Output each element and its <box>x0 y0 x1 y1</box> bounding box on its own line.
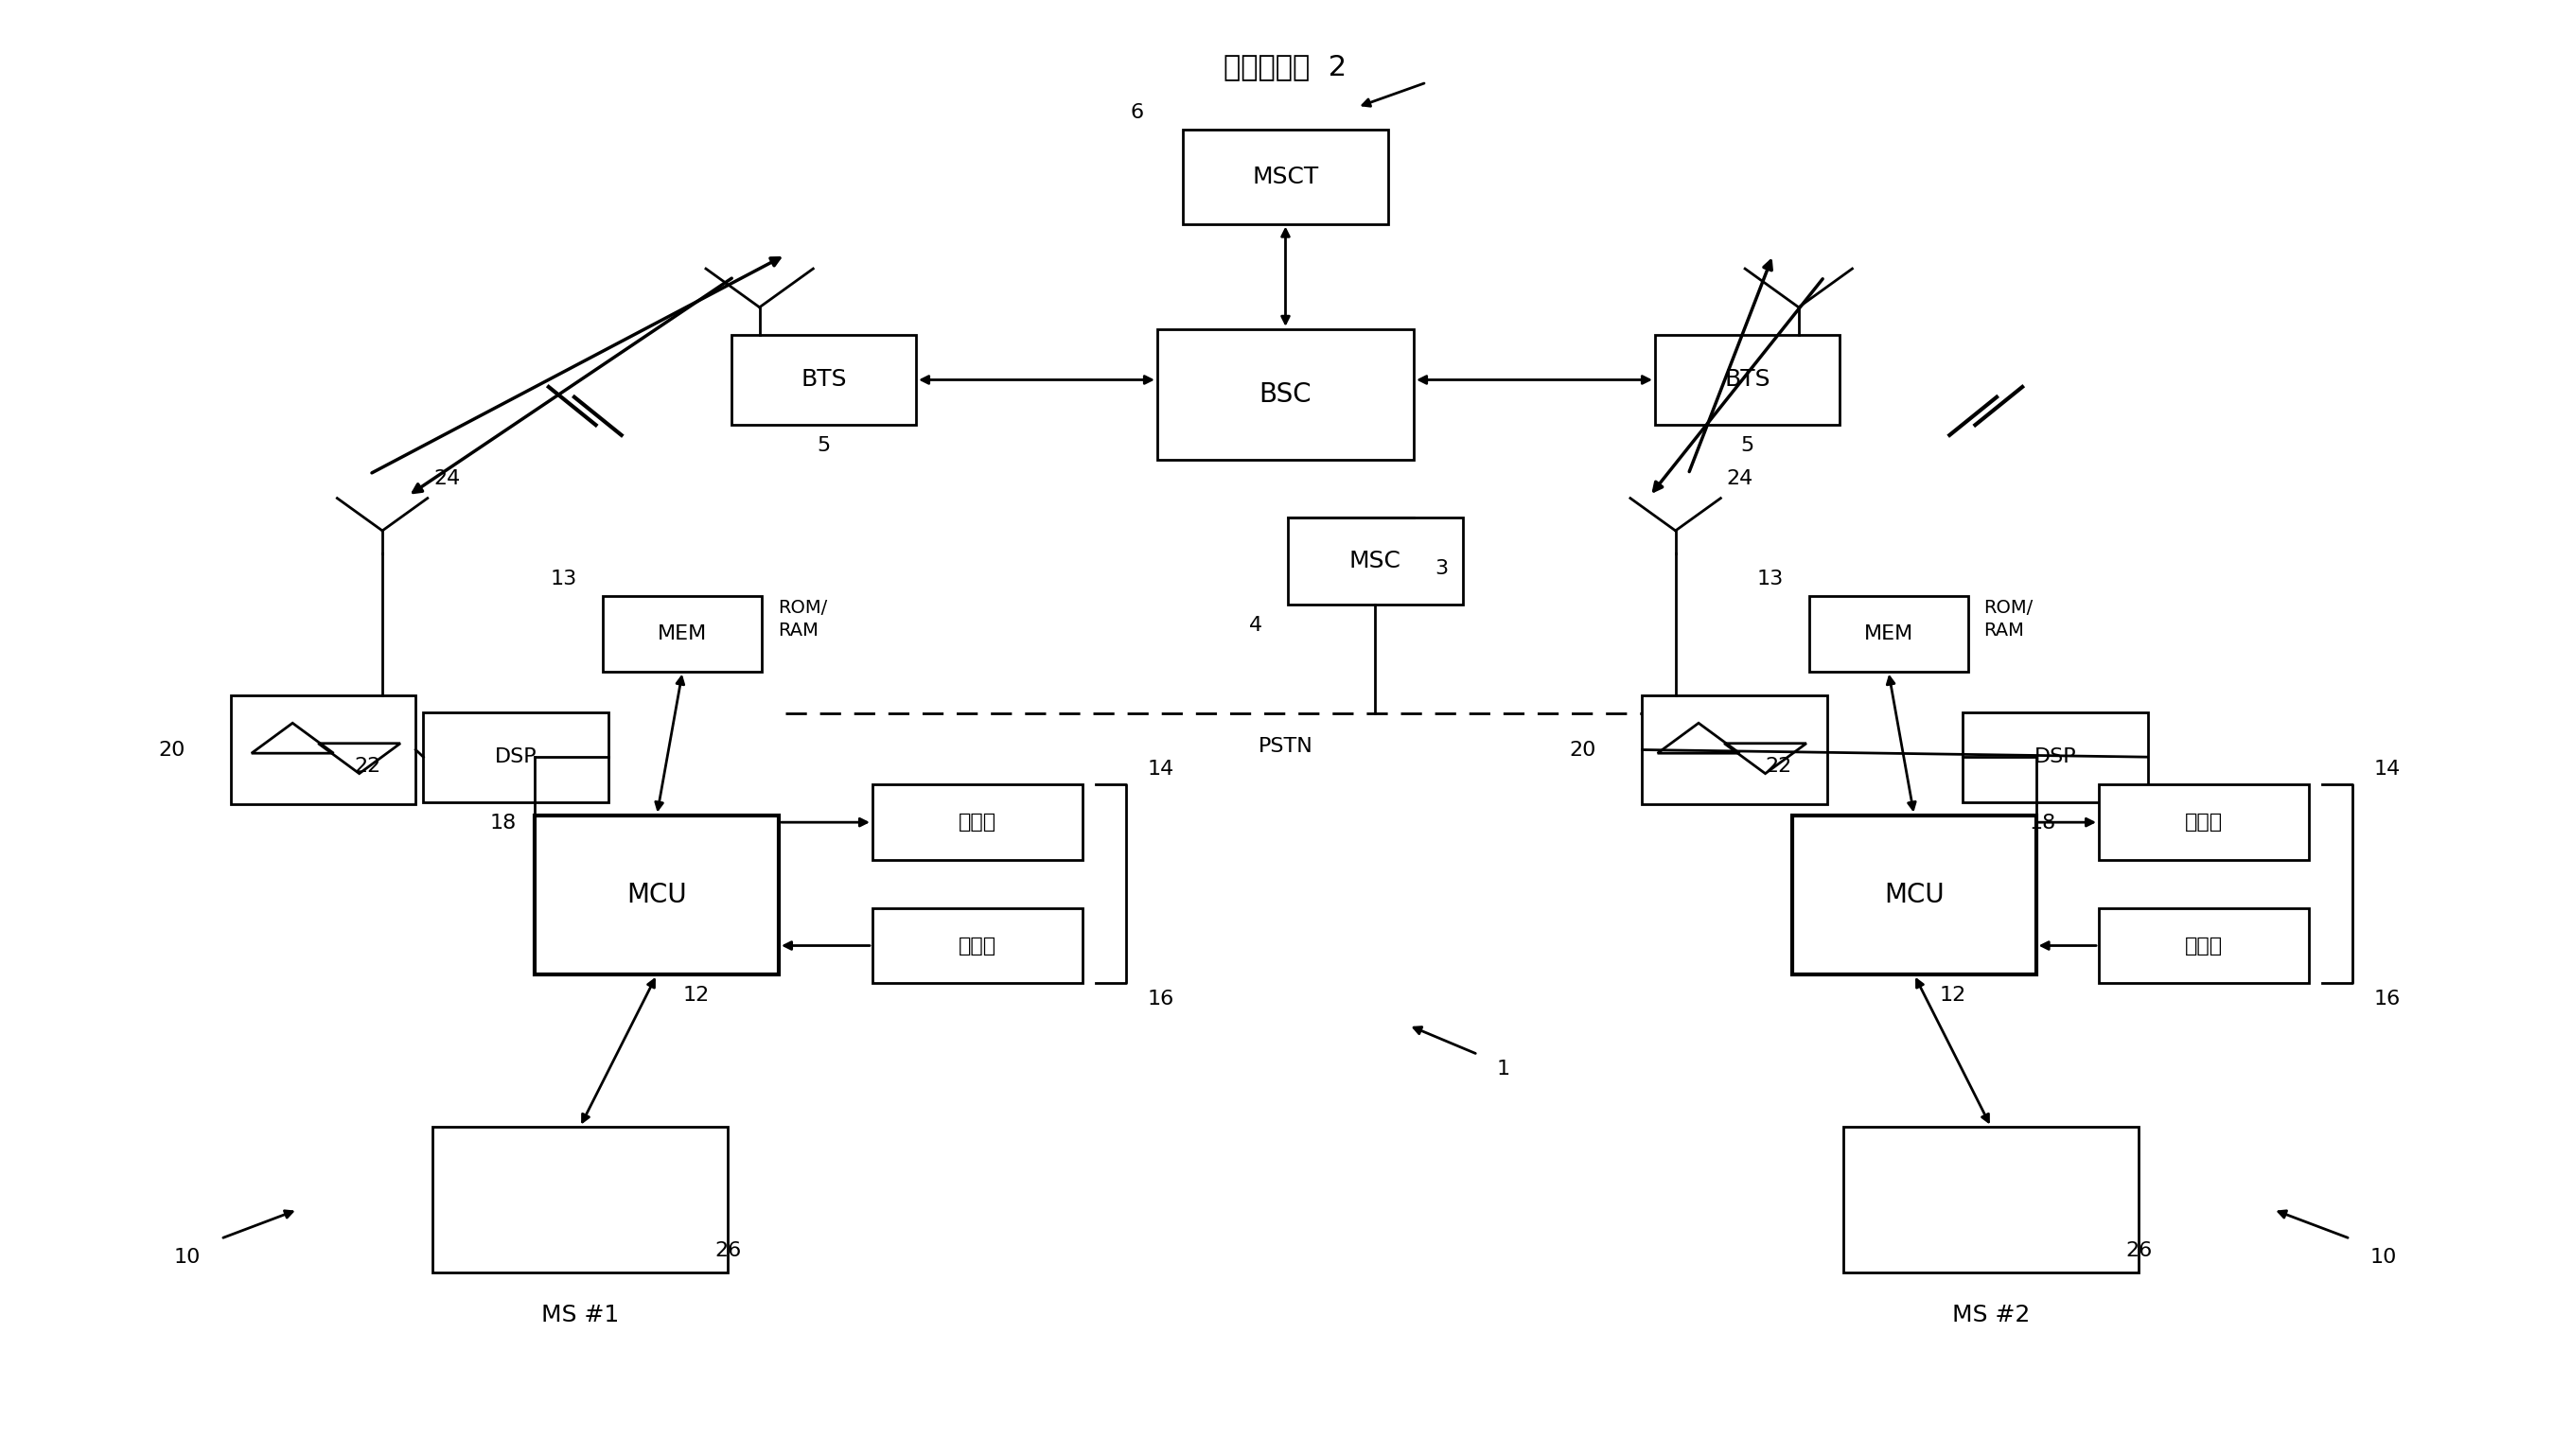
Text: 显示器: 显示器 <box>2185 812 2224 831</box>
Text: 按键盘: 按键盘 <box>959 936 998 955</box>
Bar <box>535 815 779 974</box>
Text: 12: 12 <box>1939 986 1967 1005</box>
Text: 20: 20 <box>157 740 185 759</box>
Text: 24: 24 <box>434 470 460 489</box>
Text: 10: 10 <box>2370 1248 2396 1267</box>
Text: 13: 13 <box>1756 569 1784 588</box>
Bar <box>1962 712 2147 802</box>
Text: 22: 22 <box>1766 757 1792 776</box>
Bar <box>424 712 609 802</box>
Text: 16: 16 <box>1147 989 1175 1008</box>
Text: 1: 1 <box>1496 1060 1509 1079</box>
Bar <box>1157 329 1414 460</box>
Bar <box>1288 518 1463 604</box>
Text: ROM/
RAM: ROM/ RAM <box>776 598 828 639</box>
Bar <box>1643 696 1828 804</box>
Text: MS #1: MS #1 <box>540 1305 620 1326</box>
Bar <box>231 696 417 804</box>
Text: DSP: DSP <box>494 747 537 766</box>
Bar <box>1843 1127 2139 1273</box>
Bar <box>2098 785 2309 860</box>
Text: BSC: BSC <box>1260 381 1311 408</box>
Text: MS #2: MS #2 <box>1951 1305 2031 1326</box>
Text: BTS: BTS <box>800 368 846 392</box>
Bar <box>1792 815 2036 974</box>
Text: 按键盘: 按键盘 <box>2185 936 2224 955</box>
Text: DSP: DSP <box>2034 747 2077 766</box>
Text: 24: 24 <box>1728 470 1753 489</box>
Text: 网络操作者  2: 网络操作者 2 <box>1224 54 1347 82</box>
Text: MEM: MEM <box>1864 625 1913 644</box>
Text: MCU: MCU <box>1885 881 1944 909</box>
Text: 5: 5 <box>1741 437 1753 456</box>
Text: 13: 13 <box>550 569 578 588</box>
Bar <box>730 335 915 425</box>
Bar <box>432 1127 728 1273</box>
Text: MSC: MSC <box>1350 550 1401 572</box>
Text: 26: 26 <box>715 1242 740 1261</box>
Text: 26: 26 <box>2126 1242 2152 1261</box>
Text: 16: 16 <box>2373 989 2401 1008</box>
Text: ROM/
RAM: ROM/ RAM <box>1982 598 2034 639</box>
Text: PSTN: PSTN <box>1257 737 1314 756</box>
Text: 18: 18 <box>488 814 517 833</box>
Text: 22: 22 <box>355 757 381 776</box>
Text: 10: 10 <box>175 1248 201 1267</box>
Bar <box>1810 596 1967 671</box>
Bar <box>872 785 1082 860</box>
Text: 20: 20 <box>1568 740 1597 759</box>
Text: MSCT: MSCT <box>1252 166 1319 188</box>
Text: 5: 5 <box>818 437 830 456</box>
Bar <box>1656 335 1841 425</box>
Text: 3: 3 <box>1435 559 1447 578</box>
Text: 4: 4 <box>1250 616 1262 635</box>
Bar <box>1183 130 1388 224</box>
Text: MEM: MEM <box>658 625 707 644</box>
Bar <box>2098 909 2309 983</box>
Bar <box>872 909 1082 983</box>
Text: 12: 12 <box>681 986 710 1005</box>
Text: 18: 18 <box>2029 814 2057 833</box>
Text: MCU: MCU <box>627 881 686 909</box>
Text: 6: 6 <box>1131 103 1144 122</box>
Text: BTS: BTS <box>1725 368 1771 392</box>
Text: 显示器: 显示器 <box>959 812 998 831</box>
Text: 14: 14 <box>1147 760 1175 779</box>
Bar <box>604 596 761 671</box>
Text: 14: 14 <box>2373 760 2401 779</box>
